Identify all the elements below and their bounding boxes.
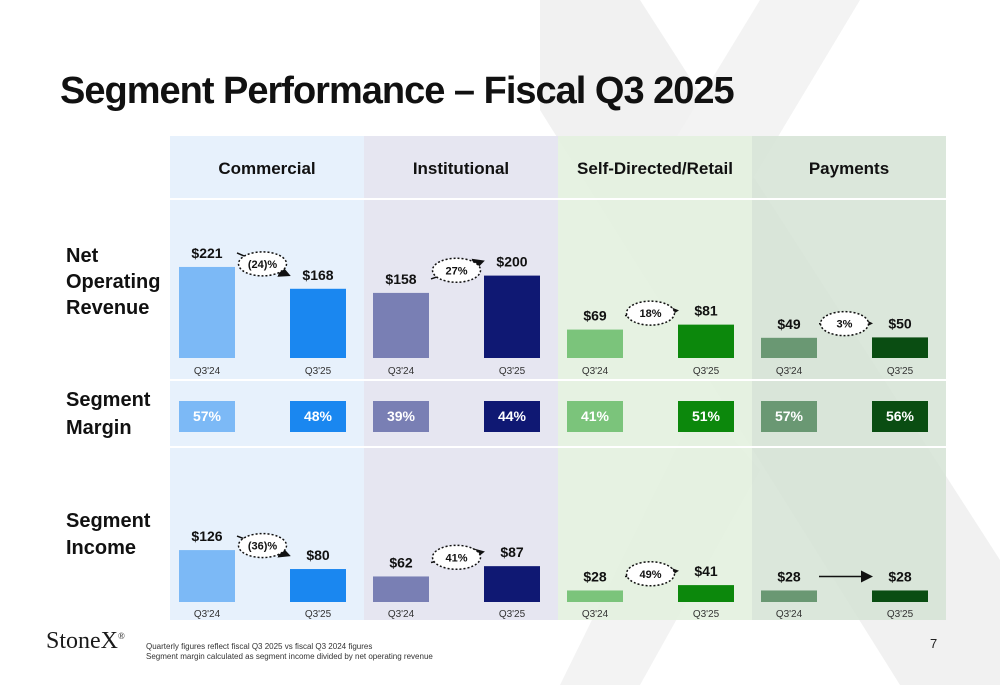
margin-box [373, 401, 429, 432]
segment-panel [364, 136, 558, 620]
bar [373, 292, 429, 358]
bar [373, 576, 429, 602]
bar [179, 266, 235, 358]
change-bubble [819, 310, 870, 337]
bar-value-label: $69 [583, 308, 607, 324]
margin-box [179, 401, 235, 432]
period-tick-label: Q3'25 [499, 366, 526, 377]
margin-value: 39% [387, 408, 416, 424]
bar-value-label: $50 [888, 315, 912, 331]
period-tick-label: Q3'24 [582, 609, 609, 620]
period-tick-label: Q3'24 [776, 366, 803, 377]
bar [567, 329, 623, 358]
bar-value-label: $28 [777, 568, 801, 584]
bar [484, 566, 540, 602]
period-tick-label: Q3'25 [887, 609, 914, 620]
change-bubble [625, 561, 676, 587]
change-bubble [431, 257, 482, 284]
bar [761, 590, 817, 602]
period-tick-label: Q3'24 [388, 609, 415, 620]
change-bubble [625, 300, 676, 326]
change-percent: 27% [445, 265, 467, 277]
segment-header: Self-Directed/Retail [577, 159, 733, 178]
margin-box [872, 401, 928, 432]
row-label: Net [66, 245, 99, 267]
row-label: Income [66, 537, 136, 559]
period-tick-label: Q3'25 [693, 609, 720, 620]
change-percent: (36)% [248, 541, 278, 553]
margin-value: 51% [692, 408, 721, 424]
row-label: Operating [66, 271, 160, 293]
period-tick-label: Q3'25 [499, 609, 526, 620]
bar [761, 337, 817, 358]
bar-value-label: $28 [888, 568, 912, 584]
bar-value-label: $80 [306, 547, 330, 563]
bar-value-label: $126 [191, 528, 222, 544]
change-bubble [431, 544, 482, 571]
row-label: Margin [66, 417, 132, 439]
bar-value-label: $158 [385, 271, 416, 287]
bar-value-label: $87 [500, 544, 524, 560]
bar [678, 585, 734, 602]
period-tick-label: Q3'24 [388, 366, 415, 377]
segment-header: Payments [809, 159, 889, 178]
margin-value: 57% [775, 408, 804, 424]
bar [872, 337, 928, 358]
margin-value: 41% [581, 408, 610, 424]
stonex-logo: StoneX® [46, 628, 125, 654]
bar-value-label: $168 [302, 267, 333, 283]
footnotes: Quarterly figures reflect fiscal Q3 2025… [146, 642, 433, 662]
row-label: Revenue [66, 297, 149, 319]
page-number: 7 [930, 636, 938, 651]
bar [678, 324, 734, 358]
page-title: Segment Performance – Fiscal Q3 2025 [60, 70, 735, 112]
bar-value-label: $221 [191, 245, 222, 261]
bar-value-label: $200 [496, 254, 527, 270]
bar [179, 550, 235, 602]
change-percent: 18% [639, 308, 661, 320]
margin-value: 44% [498, 408, 527, 424]
segment-header: Institutional [413, 159, 509, 178]
bar-value-label: $41 [694, 563, 718, 579]
margin-value: 56% [886, 408, 915, 424]
margin-box [567, 401, 623, 432]
segment-panel [752, 136, 946, 620]
change-percent: 41% [445, 552, 467, 564]
period-tick-label: Q3'25 [887, 366, 914, 377]
bar [290, 569, 346, 602]
margin-box [761, 401, 817, 432]
period-tick-label: Q3'25 [305, 366, 332, 377]
margin-value: 48% [304, 408, 333, 424]
bar [290, 288, 346, 358]
period-tick-label: Q3'25 [305, 609, 332, 620]
bar-value-label: $81 [694, 303, 718, 319]
row-label: Segment [66, 389, 151, 411]
period-tick-label: Q3'25 [693, 366, 720, 377]
segment-panel [558, 136, 752, 620]
bar [872, 590, 928, 602]
margin-box [484, 401, 540, 432]
change-bubble [237, 251, 288, 277]
footnote-line: Segment margin calculated as segment inc… [146, 652, 433, 661]
segment-header: Commercial [218, 159, 315, 178]
period-tick-label: Q3'24 [194, 609, 221, 620]
period-tick-label: Q3'24 [776, 609, 803, 620]
bar-value-label: $28 [583, 568, 607, 584]
change-percent: 49% [639, 569, 661, 581]
row-label: Segment [66, 510, 151, 532]
margin-box [290, 401, 346, 432]
change-percent: (24)% [248, 259, 278, 271]
bar-value-label: $62 [389, 554, 413, 570]
margin-box [678, 401, 734, 432]
footnote-line: Quarterly figures reflect fiscal Q3 2025… [146, 642, 373, 651]
bar-value-label: $49 [777, 316, 801, 332]
change-percent: 3% [837, 319, 853, 331]
change-bubble [237, 532, 288, 559]
margin-value: 57% [193, 408, 222, 424]
period-tick-label: Q3'24 [194, 366, 221, 377]
period-tick-label: Q3'24 [582, 366, 609, 377]
bar [567, 590, 623, 602]
bar [484, 275, 540, 358]
